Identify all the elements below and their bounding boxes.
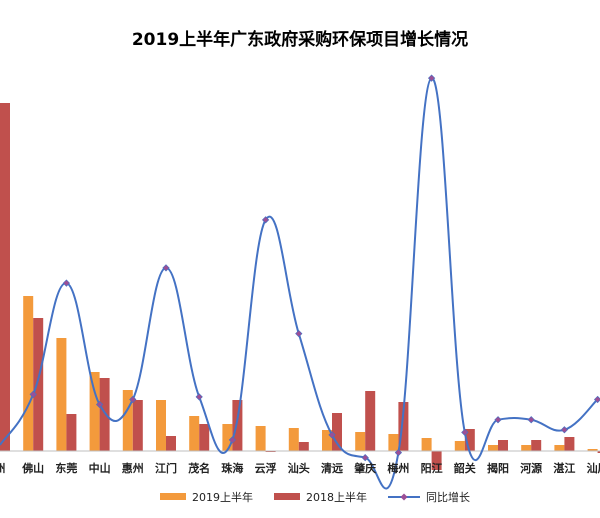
growth-marker-8 — [261, 216, 270, 224]
bar-2019-16 — [521, 445, 532, 451]
bar-2018-6 — [199, 424, 210, 451]
x-tick-label: 汕头 — [288, 461, 310, 475]
bar-2019-2 — [56, 338, 67, 451]
growth-marker-15 — [494, 416, 502, 424]
x-tick-label: 佛山 — [21, 461, 44, 475]
legend-marker-growth — [400, 493, 408, 501]
growth-marker-4 — [129, 395, 137, 404]
bar-2018-3 — [99, 378, 110, 451]
growth-marker-1 — [29, 390, 37, 399]
x-tick-label: 梅州 — [387, 461, 409, 475]
legend-swatch-2019 — [160, 493, 186, 500]
growth-marker-12 — [394, 448, 403, 457]
x-tick-label: 阳江 — [421, 461, 443, 475]
growth-marker-7 — [228, 436, 237, 444]
bar-2019-9 — [288, 428, 299, 451]
bar-2019-14 — [454, 441, 465, 451]
bar-2018-2 — [66, 414, 77, 451]
bar-2018-14 — [464, 429, 475, 451]
x-tick-label: 揭阳 — [487, 461, 509, 475]
x-tick-label: 珠海 — [221, 461, 243, 475]
bar-2018-17 — [564, 437, 575, 451]
growth-marker-2 — [62, 279, 71, 287]
bar-2019-15 — [488, 445, 498, 451]
bar-2018-13 — [431, 451, 442, 470]
x-tick-label: 东莞 — [55, 461, 77, 475]
growth-marker-11 — [361, 454, 369, 462]
bar-group — [0, 103, 600, 470]
bar-2018-0 — [0, 103, 10, 451]
growth-marker-10 — [328, 431, 336, 439]
bar-2019-13 — [421, 438, 432, 451]
bar-2019-17 — [554, 445, 565, 451]
x-tick-label: 州 — [0, 462, 6, 475]
bar-2019-3 — [89, 372, 100, 451]
legend-label-growth: 同比增长 — [426, 490, 470, 504]
chart-title: 2019上半年广东政府采购环保项目增长情况 — [132, 29, 468, 50]
bar-2019-5 — [156, 400, 166, 451]
growth-marker-14 — [461, 428, 469, 436]
x-tick-label: 韶关 — [454, 461, 476, 475]
bar-2019-18 — [587, 449, 598, 451]
growth-marker-13 — [427, 74, 436, 82]
bar-2018-11 — [365, 391, 376, 451]
bar-2018-12 — [398, 402, 409, 451]
bar-2019-1 — [23, 296, 34, 451]
growth-marker-3 — [95, 400, 104, 409]
growth-marker-9 — [295, 330, 303, 338]
growth-marker-6 — [195, 393, 203, 401]
bar-2018-1 — [33, 318, 44, 451]
bar-2018-16 — [531, 440, 542, 451]
x-tick-label: 湛江 — [553, 461, 575, 475]
bar-2019-8 — [255, 426, 266, 451]
bar-2019-11 — [355, 432, 366, 451]
x-tick-label: 惠州 — [122, 461, 144, 475]
bar-2019-6 — [189, 416, 200, 451]
bar-2019-10 — [322, 430, 332, 451]
growth-marker-17 — [560, 426, 569, 434]
x-tick-label: 肇庆 — [353, 461, 376, 475]
x-tick-label: 中山 — [89, 461, 111, 475]
bar-2018-15 — [498, 440, 508, 451]
bar-2019-12 — [388, 434, 399, 451]
growth-marker-5 — [162, 264, 170, 272]
bar-2018-4 — [132, 400, 143, 451]
legend-label-2019: 2019上半年 — [192, 490, 253, 504]
growth-marker-16 — [527, 416, 535, 424]
bar-2018-9 — [298, 442, 309, 451]
x-tick-label: 清远 — [321, 461, 343, 475]
bar-2018-10 — [332, 413, 342, 451]
x-tick-label: 云浮 — [255, 461, 277, 475]
bar-2018-5 — [166, 436, 176, 451]
x-tick-label: 江门 — [155, 461, 177, 475]
legend-label-2018: 2018上半年 — [306, 490, 367, 504]
x-tick-labels: 州 佛山东莞中山惠州江门茂名珠海云浮汕头清远肇庆梅州阳江韶关揭阳河源湛江汕尾 — [0, 461, 600, 475]
x-tick-label: 汕尾 — [587, 461, 600, 475]
x-tick-label: 河源 — [520, 461, 542, 475]
bar-2018-18 — [597, 451, 600, 453]
legend-swatch-2018 — [274, 493, 300, 500]
legend: 2019上半年 2018上半年 同比增长 — [160, 490, 470, 504]
x-tick-label: 茂名 — [188, 461, 210, 475]
bar-2018-7 — [232, 400, 243, 451]
bar-2019-4 — [122, 390, 133, 451]
growth-line-group — [0, 74, 600, 490]
bar-2019-7 — [222, 424, 233, 451]
growth-line — [0, 77, 599, 490]
